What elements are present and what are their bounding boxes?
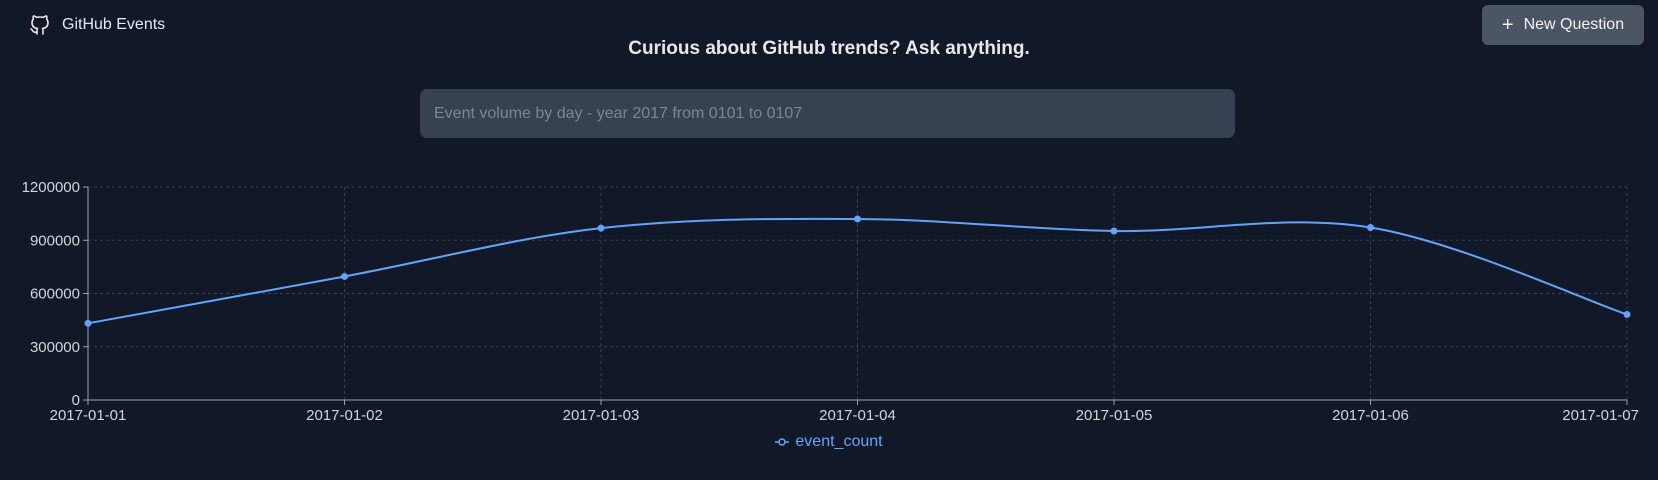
brand-label: GitHub Events bbox=[62, 16, 166, 33]
y-tick-label: 900000 bbox=[30, 232, 80, 249]
data-point[interactable] bbox=[1110, 227, 1118, 235]
x-tick-label: 2017-01-06 bbox=[1332, 407, 1409, 424]
data-point[interactable] bbox=[1623, 310, 1631, 318]
chart-grid bbox=[88, 186, 1628, 400]
series-points bbox=[84, 215, 1631, 327]
x-tick-label: 2017-01-01 bbox=[50, 407, 127, 424]
x-tick-label: 2017-01-02 bbox=[306, 407, 383, 424]
x-tick-label: 2017-01-05 bbox=[1076, 407, 1153, 424]
data-point[interactable] bbox=[597, 224, 605, 232]
x-tick-label: 2017-01-04 bbox=[819, 407, 896, 424]
new-question-button[interactable]: + New Question bbox=[1482, 5, 1644, 45]
x-tick-label: 2017-01-07 bbox=[1562, 407, 1639, 424]
chart-ticks: 0 300000 600000 900000 1200000 2017-01-01 2017… bbox=[22, 179, 1639, 424]
data-point[interactable] bbox=[341, 272, 348, 280]
github-icon bbox=[30, 15, 49, 35]
plus-icon: + bbox=[1501, 14, 1514, 36]
line-chart: 0 300000 600000 900000 1200000 2017-01-01 2017… bbox=[22, 179, 1639, 424]
chart-legend[interactable]: event_count bbox=[0, 433, 1658, 451]
x-tick-label: 2017-01-03 bbox=[563, 407, 640, 424]
legend-line-icon bbox=[775, 438, 790, 446]
query-input[interactable] bbox=[420, 89, 1235, 138]
y-tick-label: 600000 bbox=[30, 286, 80, 303]
data-point[interactable] bbox=[84, 319, 92, 327]
brand[interactable]: GitHub Events bbox=[28, 13, 165, 37]
y-tick-label: 0 bbox=[72, 392, 80, 409]
y-tick-label: 1200000 bbox=[22, 179, 80, 196]
y-tick-label: 300000 bbox=[30, 339, 80, 356]
new-question-label: New Question bbox=[1523, 16, 1625, 33]
data-point[interactable] bbox=[1367, 223, 1374, 231]
data-point[interactable] bbox=[854, 215, 861, 223]
legend-label: event_count bbox=[795, 433, 883, 450]
page-title: Curious about GitHub trends? Ask anythin… bbox=[628, 38, 1030, 59]
